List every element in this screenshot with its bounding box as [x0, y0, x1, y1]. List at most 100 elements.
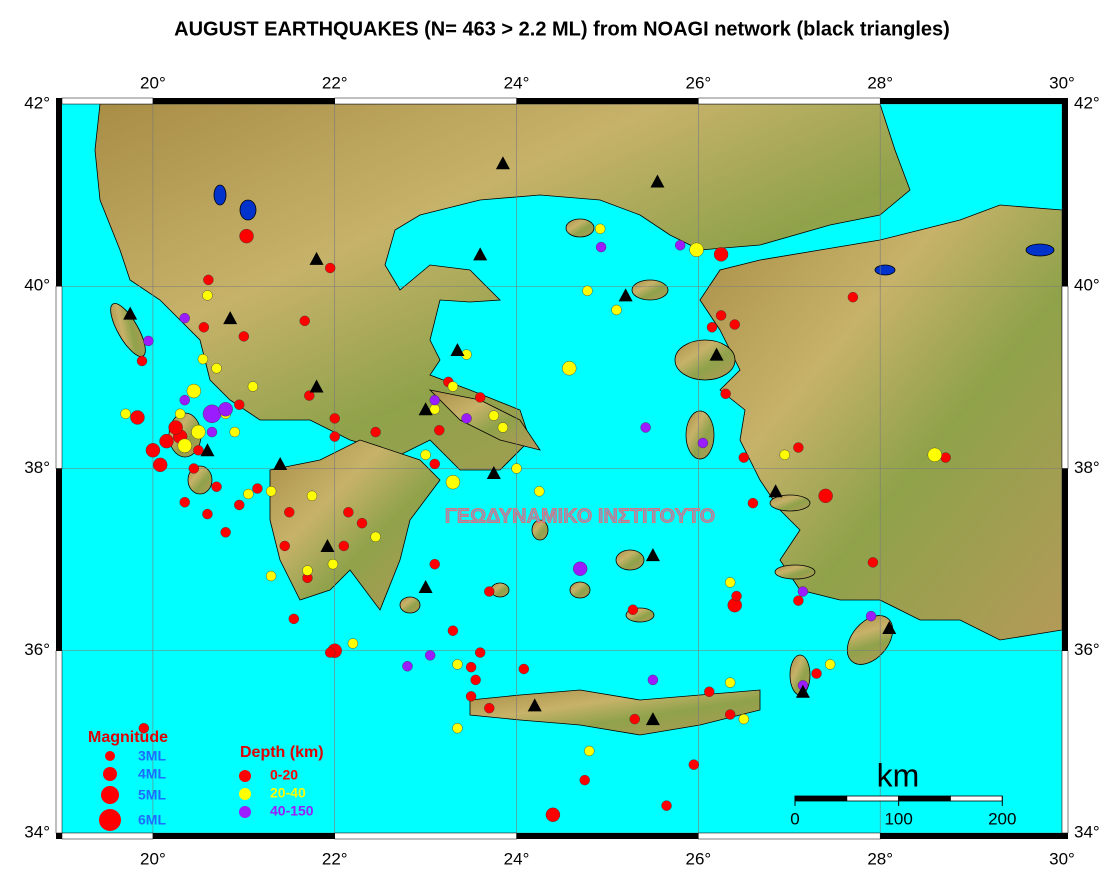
- earthquake: [202, 290, 213, 301]
- kos: [774, 564, 816, 580]
- earthquake: [706, 322, 718, 333]
- legend-label: 5ML: [138, 787, 166, 803]
- earthquake: [647, 674, 659, 686]
- earthquake: [689, 242, 704, 258]
- x-tick-label: 20°: [140, 849, 166, 868]
- earthquake: [465, 691, 477, 702]
- earthquake: [186, 383, 202, 399]
- earthquake: [584, 745, 595, 757]
- station: [309, 379, 324, 393]
- earthquake: [704, 686, 715, 697]
- earthquake: [779, 449, 790, 461]
- y-tick-label: 40°: [1074, 276, 1100, 295]
- x-tick-label: 22°: [322, 73, 348, 92]
- earthquake: [247, 381, 259, 392]
- station: [768, 484, 783, 498]
- frame-band: [698, 97, 881, 105]
- lake: [239, 199, 257, 221]
- legend-label: 3ML: [138, 748, 166, 764]
- earthquake: [697, 437, 709, 449]
- x-tick-label: 26°: [686, 73, 712, 92]
- earthquake: [265, 486, 277, 497]
- earthquake: [729, 319, 740, 330]
- earthquake: [627, 604, 639, 615]
- legend-depth-symbol: [239, 788, 251, 800]
- earthquake: [347, 638, 359, 649]
- earthquake: [130, 410, 145, 425]
- legend-label: 20-40: [270, 785, 306, 801]
- scale-segment: [898, 795, 951, 802]
- scale-label: 0: [790, 809, 799, 828]
- legend-depth-symbol: [239, 806, 251, 818]
- y-tick-label: 34°: [24, 822, 50, 841]
- station: [200, 443, 215, 457]
- lake: [874, 264, 896, 276]
- earthquake: [179, 497, 190, 508]
- earthquake: [429, 394, 440, 406]
- earthquake: [824, 659, 836, 670]
- earthquake: [420, 449, 431, 461]
- station: [223, 311, 238, 325]
- earthquake: [284, 507, 295, 518]
- legend: Magnitude Depth (km) 3ML 4ML 5ML 6ML 0-20 20-…: [88, 729, 324, 831]
- station: [795, 684, 810, 698]
- x-tick-label: 28°: [867, 849, 893, 868]
- earthquake: [738, 452, 750, 463]
- earthquake: [193, 445, 204, 456]
- y-tick-label: 40°: [24, 276, 50, 295]
- earthquake: [370, 426, 381, 438]
- anatolia: [699, 204, 1062, 641]
- earthquake: [220, 527, 231, 538]
- earthquake: [534, 486, 545, 497]
- earthquake: [279, 540, 290, 552]
- map-title: AUGUST EARTHQUAKES (N= 463 > 2.2 ML) fro…: [174, 18, 950, 40]
- frame-band: [61, 832, 154, 840]
- earthquake: [747, 497, 759, 509]
- earthquake: [152, 457, 168, 473]
- station: [273, 456, 288, 470]
- earthquake: [302, 565, 313, 576]
- earthquake: [299, 315, 310, 327]
- earthquake: [203, 274, 214, 286]
- naxos: [615, 549, 645, 571]
- earthquake: [688, 759, 700, 770]
- earthquake: [611, 304, 622, 316]
- earthquake: [229, 426, 240, 438]
- y-tick-label: 38°: [1074, 458, 1100, 477]
- legend-label: 4ML: [138, 766, 166, 782]
- earthquake: [724, 577, 736, 588]
- earthquake: [202, 508, 213, 520]
- peloponnese: [269, 439, 441, 611]
- earthquake: [847, 291, 859, 303]
- samos: [769, 494, 811, 512]
- earthquake: [865, 610, 877, 622]
- earthquake: [197, 353, 209, 365]
- earthquake: [202, 404, 222, 424]
- x-tick-label: 24°: [504, 849, 530, 868]
- station: [123, 306, 138, 320]
- earthquake: [797, 586, 809, 597]
- earthquake: [927, 447, 942, 463]
- x-tick-label: 30°: [1049, 849, 1075, 868]
- earthquake: [288, 613, 300, 625]
- frame-band: [61, 97, 154, 105]
- frame-band: [1061, 286, 1069, 469]
- earthquake: [452, 659, 463, 670]
- earthquake: [661, 800, 672, 811]
- earthquake: [239, 228, 254, 244]
- frame-band: [55, 650, 63, 834]
- station: [309, 251, 324, 265]
- earthquake: [370, 531, 381, 543]
- y-tick-label: 36°: [1074, 640, 1100, 659]
- x-tick-label: 30°: [1049, 73, 1075, 92]
- earthquake: [402, 661, 413, 672]
- earthquake: [724, 709, 736, 720]
- earthquake: [198, 322, 210, 333]
- legend-magnitude-symbol: [101, 786, 119, 804]
- legend-magnitude-symbol: [105, 751, 115, 761]
- earthquake: [206, 426, 218, 438]
- earthquake: [324, 262, 336, 274]
- earthquake: [136, 355, 148, 367]
- frame-band: [1061, 650, 1069, 834]
